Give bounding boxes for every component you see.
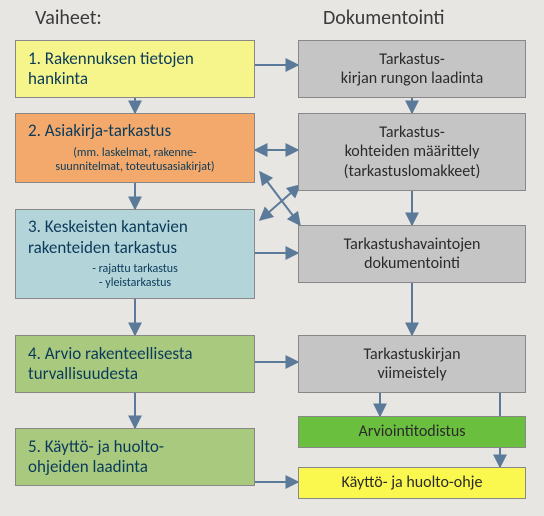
box-text: Tarkastus-kohteiden määrittely(tarkastus… [309,123,515,181]
diagram-container: Vaiheet: Dokumentointi 1. Rakennuksen ti… [0,0,544,516]
box-l5: 5. Käyttö- ja huolto-ohjeiden laadinta [15,428,255,486]
box-text: Käyttö- ja huolto-ohje [309,473,515,492]
box-title: 1. Rakennuksen tietojen hankinta [28,49,242,90]
box-text: Arviointitodistus [309,422,515,441]
box-title: 3. Keskeisten kantavien rakenteiden tark… [28,217,242,258]
box-r4: Tarkastuskirjanviimeistely [298,335,526,393]
box-subtitle: (mm. laskelmat, rakenne-suunnitelmat, to… [28,146,242,175]
box-r5: Arviointitodistus [298,416,526,448]
box-r2: Tarkastus-kohteiden määrittely(tarkastus… [298,113,526,191]
box-l2: 2. Asiakirja-tarkastus (mm. laskelmat, ra… [15,113,255,183]
box-text: Tarkastus-kirjan rungon laadinta [309,50,515,88]
box-title: 5. Käyttö- ja huolto-ohjeiden laadinta [28,437,242,478]
box-r3: Tarkastushavaintojendokumentointi [298,225,526,283]
box-l4: 4. Arvio rakenteellisesta turvallisuudes… [15,335,255,393]
box-title: 2. Asiakirja-tarkastus [28,121,242,141]
box-r1: Tarkastus-kirjan rungon laadinta [298,40,526,98]
box-text: Tarkastuskirjanviimeistely [309,345,515,383]
box-subtitle: - rajattu tarkastus- yleistarkastus [28,262,242,291]
box-r6: Käyttö- ja huolto-ohje [298,467,526,499]
arrow-15 [260,185,300,220]
header-vaiheet: Vaiheet: [35,6,102,30]
box-title: 4. Arvio rakenteellisesta turvallisuudes… [28,344,242,385]
header-dokumentointi: Dokumentointi [323,6,445,30]
box-l3: 3. Keskeisten kantavien rakenteiden tark… [15,209,255,299]
box-text: Tarkastushavaintojendokumentointi [309,235,515,273]
box-l1: 1. Rakennuksen tietojen hankinta [15,40,255,98]
arrow-14 [260,172,300,225]
